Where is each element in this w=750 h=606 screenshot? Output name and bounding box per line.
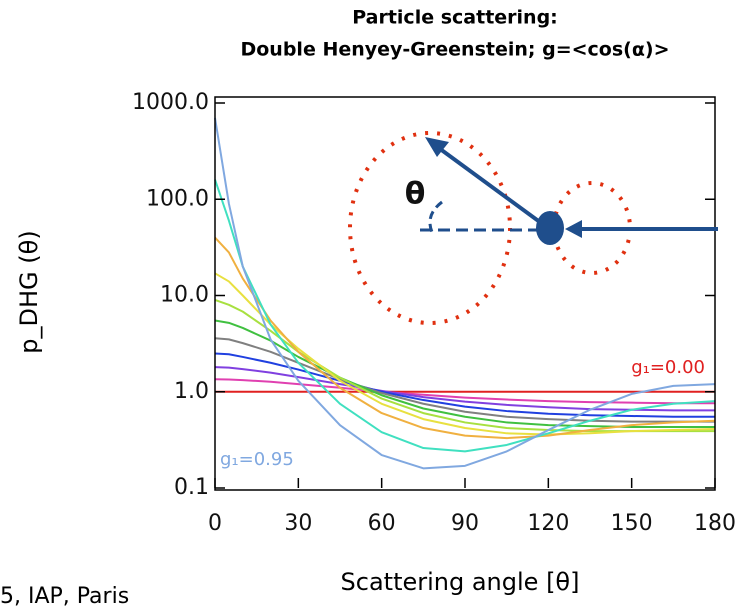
data-line	[214, 117, 716, 470]
chart-title: Particle scattering:	[352, 7, 558, 29]
x-tick-label: 150	[611, 511, 653, 536]
y-tick-label: 10.0	[160, 283, 209, 308]
x-tick-label: 0	[208, 511, 222, 536]
annotation: g₁=0.95	[220, 449, 294, 470]
scattered-ray	[430, 141, 550, 230]
footer: 5, IAP, Paris	[0, 584, 129, 606]
scattering-diagram: θ	[348, 131, 718, 325]
y-tick-label: 0.1	[174, 475, 209, 500]
plot-area	[214, 117, 716, 470]
arrow-head	[425, 137, 449, 157]
angle-arc	[428, 200, 443, 233]
x-tick-label: 60	[368, 511, 396, 536]
x-tick-label: 90	[451, 511, 479, 536]
x-tick-label: 180	[694, 511, 736, 536]
data-line	[214, 378, 715, 405]
annotation: g₁=0.00	[631, 357, 705, 378]
y-tick-label: 1.0	[174, 379, 209, 404]
y-axis-label: p_DHG (θ)	[15, 230, 43, 353]
angle-label: θ	[405, 177, 426, 212]
data-line	[214, 352, 715, 418]
x-tick-label: 30	[284, 511, 312, 536]
x-tick-label: 120	[527, 511, 569, 536]
chart-subtitle: Double Henyey-Greenstein; g=<cos(α)>	[240, 39, 669, 61]
data-line	[214, 366, 715, 412]
x-axis-label: Scattering angle [θ]	[341, 568, 580, 596]
data-line	[214, 179, 716, 453]
data-line	[214, 337, 715, 423]
particle	[536, 211, 564, 245]
y-tick-label: 100.0	[146, 186, 209, 211]
data-line	[214, 272, 716, 436]
y-tick-label: 1000.0	[132, 90, 209, 115]
plot-frame	[214, 96, 716, 491]
arrow-head	[565, 220, 582, 238]
forward-lobe	[348, 131, 512, 325]
